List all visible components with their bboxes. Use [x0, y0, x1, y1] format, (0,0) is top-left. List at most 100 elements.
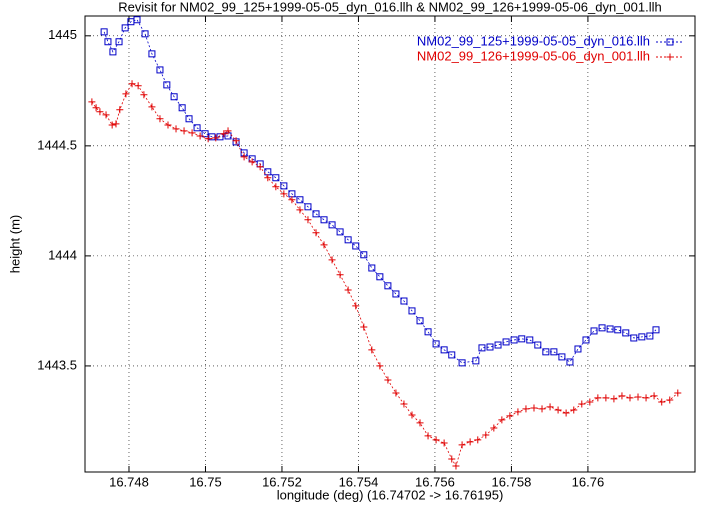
point: [400, 400, 408, 408]
point: [424, 328, 432, 336]
point: [288, 196, 296, 204]
chart-title: Revisit for NM02_99_125+1999-05-05_dyn_0…: [118, 0, 662, 14]
point: [116, 106, 124, 114]
point: [650, 392, 658, 400]
point: [510, 336, 518, 344]
x-tick-label: 16.754: [339, 474, 379, 489]
point: [490, 424, 498, 432]
x-tick-label: 16.756: [415, 474, 455, 489]
point: [526, 336, 534, 344]
point: [360, 251, 368, 259]
point: [630, 334, 638, 342]
point: [344, 286, 352, 294]
series-line: [103, 19, 657, 364]
point: [328, 221, 336, 229]
point: [522, 405, 530, 413]
point: [368, 264, 376, 272]
point: [574, 345, 582, 353]
point: [384, 282, 392, 290]
point: [115, 38, 123, 46]
point: [121, 24, 129, 32]
point: [570, 406, 578, 414]
point: [163, 81, 171, 89]
point: [156, 66, 164, 74]
point: [224, 127, 232, 135]
point: [280, 190, 288, 198]
point: [109, 48, 117, 56]
point: [498, 416, 506, 424]
point: [606, 325, 614, 333]
point: [140, 91, 148, 99]
point: [188, 129, 196, 137]
point: [212, 134, 220, 142]
point: [344, 236, 352, 244]
point: [626, 394, 634, 402]
point: [320, 216, 328, 224]
point: [408, 307, 416, 315]
x-tick-label: 16.75: [189, 474, 222, 489]
y-tick-label: 1443.5: [37, 357, 77, 372]
point: [193, 124, 201, 132]
point: [368, 346, 376, 354]
point: [602, 394, 610, 402]
point: [634, 393, 642, 401]
point: [482, 431, 490, 439]
point: [122, 90, 130, 98]
legend-marker: [666, 38, 674, 46]
point: [448, 455, 456, 463]
point: [582, 336, 590, 344]
point: [432, 436, 440, 444]
point: [566, 358, 574, 366]
point: [610, 395, 618, 403]
point: [448, 351, 456, 359]
point: [518, 335, 526, 343]
point: [578, 400, 586, 408]
point: [156, 115, 164, 123]
y-tick-label: 1444.5: [37, 137, 77, 152]
point: [141, 30, 149, 38]
point: [312, 210, 320, 218]
point: [642, 394, 650, 402]
x-tick-label: 16.76: [572, 474, 605, 489]
point: [201, 130, 209, 138]
point: [232, 137, 240, 145]
point: [440, 439, 448, 447]
point: [618, 392, 626, 400]
point: [458, 359, 466, 367]
point: [208, 133, 216, 141]
point: [622, 329, 630, 337]
point: [590, 327, 598, 335]
point: [328, 256, 336, 264]
point: [586, 398, 594, 406]
point: [204, 135, 212, 143]
point: [164, 121, 172, 129]
point: [216, 133, 224, 141]
point: [108, 121, 116, 129]
point: [376, 273, 384, 281]
point: [180, 127, 188, 135]
x-tick-label: 16.748: [109, 474, 149, 489]
point: [92, 104, 100, 112]
point: [658, 398, 666, 406]
point: [352, 302, 360, 310]
point: [474, 436, 482, 444]
x-tick-label: 16.758: [492, 474, 532, 489]
point: [134, 82, 142, 90]
point: [546, 403, 554, 411]
point: [360, 323, 368, 331]
plot-frame: [84, 15, 696, 473]
point: [264, 174, 272, 182]
point: [432, 340, 440, 348]
point: [416, 317, 424, 325]
point: [133, 16, 141, 24]
point: [172, 125, 180, 133]
point: [598, 324, 606, 332]
point: [220, 130, 228, 138]
point: [452, 462, 460, 470]
point: [196, 132, 204, 140]
point: [416, 419, 424, 427]
point: [88, 98, 96, 106]
x-axis-label: longitude (deg) (16.74702 -> 16.76195): [277, 487, 504, 502]
